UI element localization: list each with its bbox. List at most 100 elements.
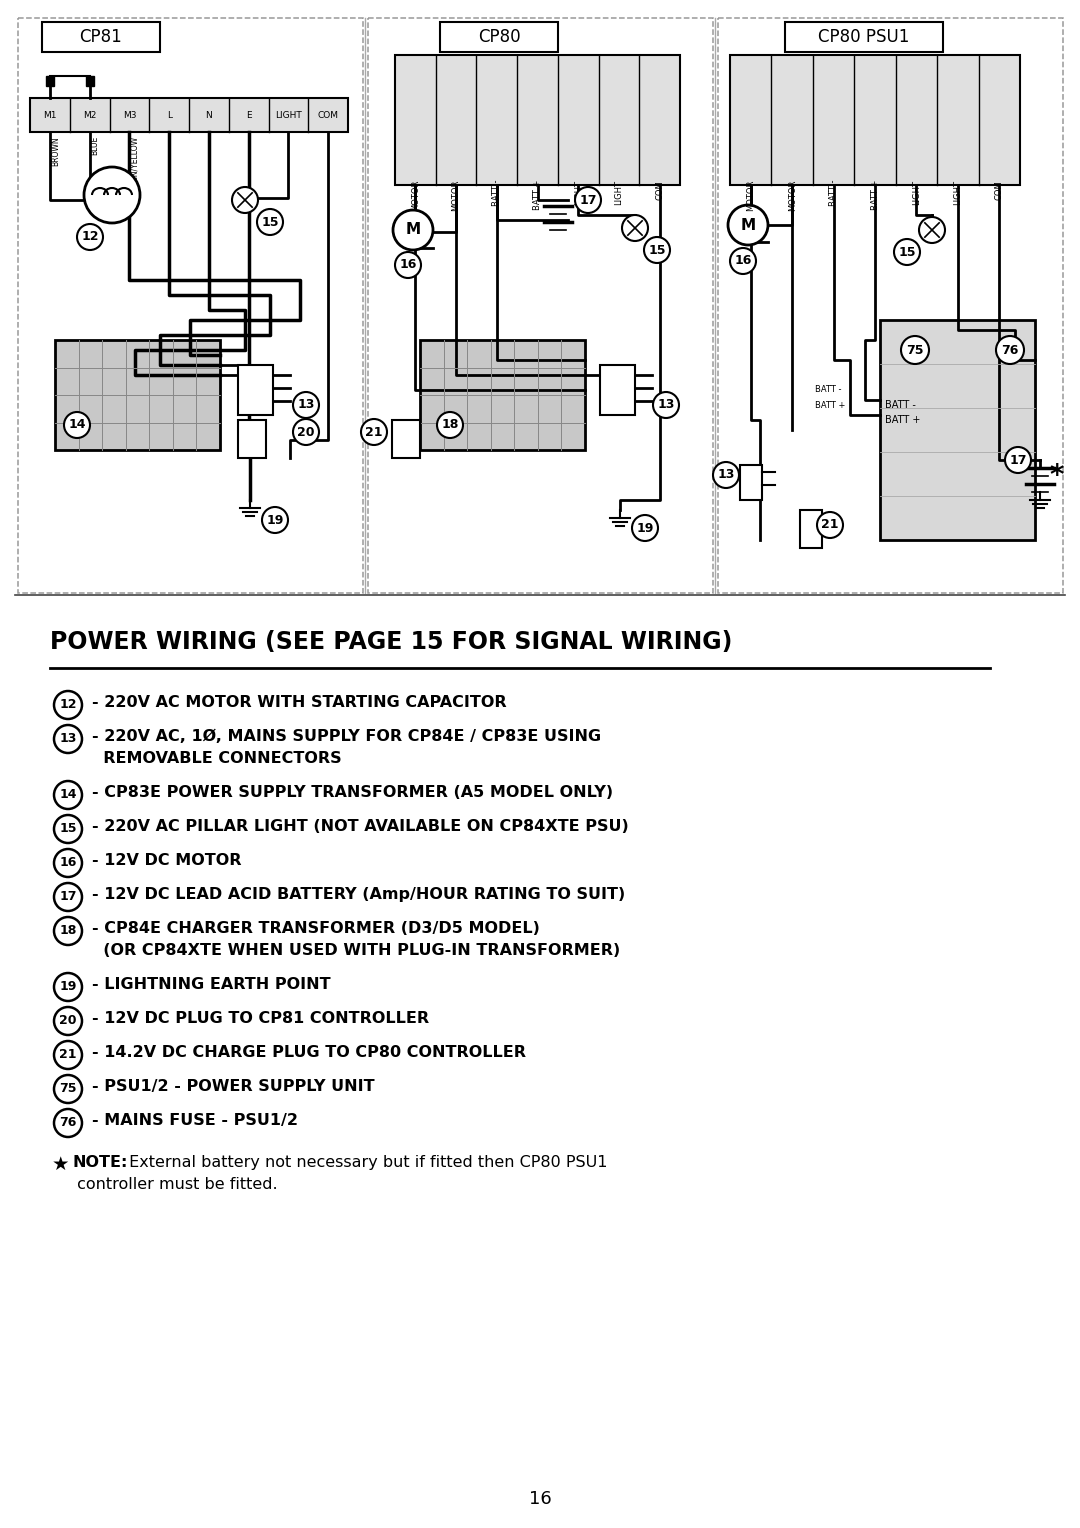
Text: MOTOR: MOTOR: [410, 180, 420, 211]
Text: 19: 19: [636, 521, 653, 535]
Text: MOTOR: MOTOR: [746, 180, 755, 211]
Circle shape: [632, 515, 658, 541]
Bar: [45, 76, 54, 86]
Bar: [30, 98, 348, 131]
Text: BATT -: BATT -: [829, 180, 838, 206]
Text: 17: 17: [579, 194, 597, 206]
Text: (OR CP84XTE WHEN USED WITH PLUG-IN TRANSFORMER): (OR CP84XTE WHEN USED WITH PLUG-IN TRANS…: [92, 943, 620, 958]
Text: M: M: [741, 217, 756, 232]
Text: 21: 21: [821, 518, 839, 532]
Circle shape: [919, 217, 945, 243]
Text: 76: 76: [59, 1117, 77, 1129]
Text: - 220V AC PILLAR LIGHT (NOT AVAILABLE ON CP84XTE PSU): - 220V AC PILLAR LIGHT (NOT AVAILABLE ON…: [92, 819, 629, 834]
Text: LIGHT: LIGHT: [912, 180, 921, 205]
Circle shape: [644, 237, 670, 263]
Text: MOTOR: MOTOR: [451, 180, 460, 211]
Bar: [392, 420, 420, 458]
Circle shape: [713, 461, 739, 487]
Bar: [800, 510, 822, 549]
Text: LIGHT: LIGHT: [954, 180, 962, 205]
Bar: [420, 341, 585, 451]
Text: POWER WIRING (SEE PAGE 15 FOR SIGNAL WIRING): POWER WIRING (SEE PAGE 15 FOR SIGNAL WIR…: [50, 630, 732, 654]
Bar: [440, 21, 558, 52]
Text: BATT +: BATT +: [870, 180, 879, 211]
Text: M2: M2: [83, 110, 96, 119]
Bar: [85, 76, 94, 86]
Circle shape: [257, 209, 283, 235]
Text: 75: 75: [59, 1082, 77, 1096]
Text: 14: 14: [68, 419, 85, 431]
Circle shape: [437, 413, 463, 439]
Text: 12: 12: [59, 698, 77, 712]
Circle shape: [262, 507, 288, 533]
Text: LIGHT: LIGHT: [573, 180, 583, 205]
Text: 19: 19: [267, 513, 284, 527]
Text: - LIGHTNING EARTH POINT: - LIGHTNING EARTH POINT: [92, 976, 330, 992]
Circle shape: [653, 393, 679, 419]
Circle shape: [730, 248, 756, 274]
Circle shape: [54, 1076, 82, 1103]
Text: *: *: [1050, 461, 1064, 490]
Text: N: N: [205, 110, 213, 119]
Circle shape: [361, 419, 387, 445]
Text: 12: 12: [81, 231, 98, 243]
Text: 13: 13: [717, 469, 734, 481]
Bar: [238, 365, 273, 416]
Bar: [238, 420, 266, 458]
Text: BATT -: BATT -: [815, 385, 841, 394]
Text: COM: COM: [656, 180, 664, 200]
Text: 16: 16: [59, 857, 77, 869]
Text: 16: 16: [400, 258, 417, 272]
Circle shape: [54, 973, 82, 1001]
Bar: [880, 319, 1035, 539]
Bar: [785, 21, 943, 52]
Text: 18: 18: [59, 924, 77, 938]
Circle shape: [293, 393, 319, 419]
Text: BLUE: BLUE: [91, 136, 99, 156]
Text: 21: 21: [59, 1048, 77, 1062]
Circle shape: [1005, 448, 1031, 474]
Text: COM: COM: [318, 110, 339, 119]
Circle shape: [395, 252, 421, 278]
Text: 13: 13: [59, 732, 77, 746]
Text: - MAINS FUSE - PSU1/2: - MAINS FUSE - PSU1/2: [92, 1112, 298, 1128]
Circle shape: [54, 691, 82, 720]
Text: 15: 15: [261, 215, 279, 229]
Circle shape: [293, 419, 319, 445]
Text: - 12V DC PLUG TO CP81 CONTROLLER: - 12V DC PLUG TO CP81 CONTROLLER: [92, 1012, 429, 1025]
Text: GREEN/YELLOW: GREEN/YELLOW: [131, 136, 139, 196]
Text: E: E: [246, 110, 252, 119]
Text: - CP83E POWER SUPPLY TRANSFORMER (A5 MODEL ONLY): - CP83E POWER SUPPLY TRANSFORMER (A5 MOD…: [92, 785, 613, 801]
Circle shape: [901, 336, 929, 364]
Text: - PSU1/2 - POWER SUPPLY UNIT: - PSU1/2 - POWER SUPPLY UNIT: [92, 1079, 375, 1094]
Text: NOTE:: NOTE:: [72, 1155, 127, 1170]
Text: - 14.2V DC CHARGE PLUG TO CP80 CONTROLLER: - 14.2V DC CHARGE PLUG TO CP80 CONTROLLE…: [92, 1045, 526, 1060]
Text: External battery not necessary but if fitted then CP80 PSU1: External battery not necessary but if fi…: [124, 1155, 607, 1170]
Text: - 12V DC MOTOR: - 12V DC MOTOR: [92, 853, 242, 868]
Text: BATT +: BATT +: [885, 416, 920, 425]
Text: LIGHT: LIGHT: [615, 180, 623, 205]
Circle shape: [54, 1041, 82, 1070]
Text: - 12V DC LEAD ACID BATTERY (Amp/HOUR RATING TO SUIT): - 12V DC LEAD ACID BATTERY (Amp/HOUR RAT…: [92, 886, 625, 902]
Bar: [600, 365, 635, 416]
Text: 16: 16: [734, 255, 752, 267]
Text: 15: 15: [59, 822, 77, 836]
Text: COM: COM: [995, 180, 1003, 200]
Circle shape: [232, 186, 258, 212]
Text: CP80: CP80: [477, 28, 521, 46]
Circle shape: [54, 917, 82, 944]
Text: controller must be fitted.: controller must be fitted.: [72, 1177, 278, 1192]
Text: 18: 18: [442, 419, 459, 431]
Text: 21: 21: [365, 425, 382, 439]
Circle shape: [54, 724, 82, 753]
Text: - CP84E CHARGER TRANSFORMER (D3/D5 MODEL): - CP84E CHARGER TRANSFORMER (D3/D5 MODEL…: [92, 921, 540, 937]
Text: BATT +: BATT +: [815, 400, 846, 410]
Text: 15: 15: [648, 243, 665, 257]
Bar: [718, 18, 1063, 593]
Circle shape: [54, 850, 82, 877]
Circle shape: [64, 413, 90, 439]
Text: MOTOR: MOTOR: [787, 180, 797, 211]
Text: 13: 13: [297, 399, 314, 411]
Text: 13: 13: [658, 399, 675, 411]
Text: 16: 16: [528, 1490, 552, 1508]
